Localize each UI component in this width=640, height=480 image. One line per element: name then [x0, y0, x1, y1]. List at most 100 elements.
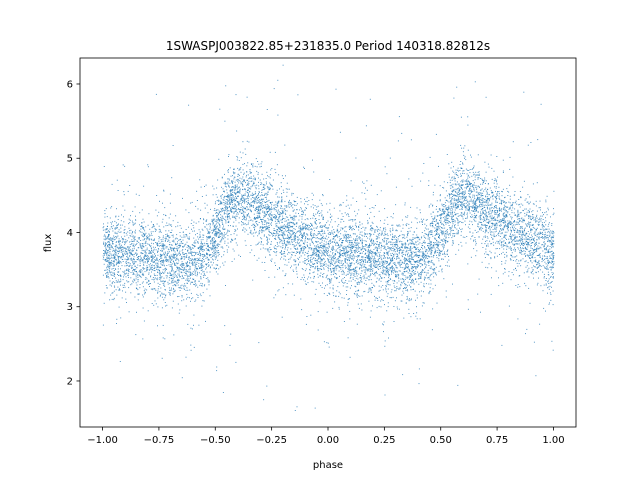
data-point [442, 223, 444, 225]
data-point [328, 278, 330, 280]
data-point [455, 184, 457, 186]
data-point [160, 277, 162, 279]
data-point [319, 275, 321, 277]
data-point [402, 227, 404, 229]
data-point [291, 216, 293, 218]
data-point [438, 225, 440, 227]
data-point [397, 240, 399, 242]
data-point [354, 252, 356, 254]
data-point [268, 189, 270, 191]
data-point [217, 259, 219, 261]
data-point [444, 202, 446, 204]
data-point [248, 196, 250, 198]
data-point [239, 174, 240, 176]
data-point [369, 252, 371, 254]
data-point [266, 222, 268, 224]
data-point [354, 276, 356, 277]
data-point [175, 215, 177, 217]
data-point [248, 220, 250, 222]
data-point [204, 255, 206, 257]
data-point [485, 187, 487, 189]
data-point [407, 232, 409, 234]
data-point [232, 186, 234, 188]
data-point [493, 236, 495, 238]
data-point [396, 286, 398, 288]
data-point [260, 204, 262, 206]
data-point [370, 292, 372, 294]
data-point [218, 218, 220, 220]
data-point [254, 199, 256, 201]
data-point [490, 257, 492, 259]
data-point [134, 252, 136, 254]
data-point [372, 222, 374, 224]
data-point [390, 260, 392, 262]
data-point [150, 268, 152, 270]
data-point [333, 257, 335, 259]
data-point [411, 266, 413, 268]
data-point [286, 226, 288, 228]
data-point [506, 216, 508, 218]
data-point [258, 200, 260, 202]
data-point [124, 242, 126, 244]
data-point [276, 242, 278, 243]
data-point [441, 250, 443, 252]
data-point [132, 241, 133, 242]
data-point [178, 273, 180, 275]
data-point [497, 211, 498, 213]
data-point [436, 200, 438, 202]
data-point [174, 257, 176, 259]
data-point [343, 321, 345, 322]
data-point [447, 206, 449, 208]
data-point [448, 259, 450, 261]
data-point [225, 285, 226, 286]
data-point [453, 97, 455, 99]
data-point [263, 188, 265, 190]
data-point [513, 221, 514, 223]
data-point [345, 286, 347, 288]
data-point [369, 269, 371, 271]
data-point [181, 276, 183, 278]
data-point [462, 195, 464, 197]
data-point [356, 235, 358, 237]
data-point [323, 249, 325, 251]
data-point [345, 258, 347, 260]
data-point [345, 247, 347, 249]
data-point [387, 293, 389, 295]
data-point [511, 209, 513, 211]
data-point [287, 223, 289, 225]
data-point [128, 237, 130, 239]
data-point [473, 217, 475, 219]
data-point [508, 275, 510, 277]
data-point [258, 163, 260, 165]
data-point [518, 218, 520, 219]
data-point [117, 246, 119, 248]
data-point [364, 232, 365, 234]
data-point [292, 232, 294, 234]
data-point [190, 272, 192, 274]
data-point [300, 229, 302, 231]
data-point [320, 262, 322, 264]
data-point [333, 260, 335, 262]
data-point [219, 230, 221, 232]
data-point [125, 262, 127, 264]
data-point [121, 258, 123, 260]
data-point [521, 234, 523, 236]
data-point [457, 222, 459, 224]
data-point [165, 238, 167, 240]
data-point [309, 243, 311, 245]
data-point [300, 298, 302, 300]
data-point [282, 215, 284, 217]
data-point [510, 249, 512, 251]
data-point [532, 183, 534, 185]
data-point [313, 236, 315, 238]
data-point [408, 227, 410, 229]
data-point [243, 207, 245, 209]
data-point [373, 207, 375, 209]
data-point [348, 257, 350, 259]
data-point [408, 178, 410, 180]
data-point [123, 284, 125, 286]
data-point [330, 282, 332, 284]
data-point [198, 238, 200, 240]
data-point [392, 268, 393, 270]
data-point [522, 219, 524, 221]
